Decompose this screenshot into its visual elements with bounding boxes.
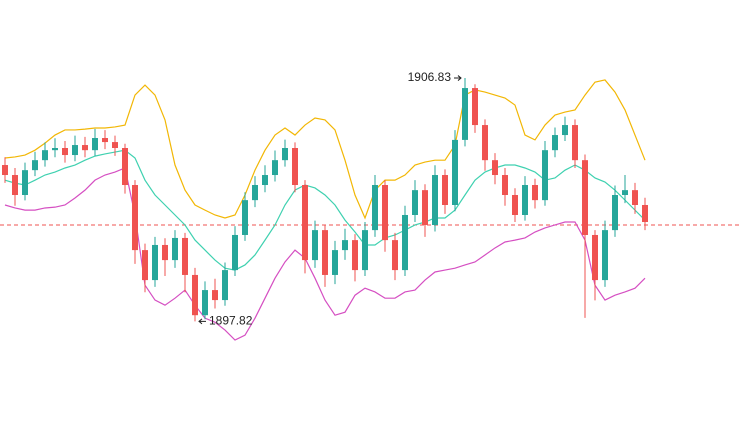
candle-body (312, 230, 318, 261)
candle-body (132, 185, 138, 251)
candle-body (42, 150, 48, 161)
candle-body (492, 160, 498, 176)
candle-body (642, 204, 648, 223)
candle-body (462, 88, 468, 140)
candle-body (242, 200, 248, 235)
candle-body (232, 234, 238, 271)
candle-body (92, 138, 98, 151)
candle-body (532, 185, 538, 201)
candle-body (222, 270, 228, 301)
band-line (4, 79, 646, 220)
candle-body (72, 145, 78, 156)
candle-body (622, 190, 628, 196)
candle-body (402, 214, 408, 271)
candle-body (562, 125, 568, 136)
candle-body (292, 148, 298, 186)
candle-body (382, 185, 388, 241)
candle-body (572, 125, 578, 161)
candle-body (552, 135, 558, 151)
candle-body (22, 170, 28, 196)
candle-body (472, 88, 478, 126)
candle-body (542, 150, 548, 201)
candle-body (392, 240, 398, 271)
candle-body (352, 240, 358, 271)
candle-body (412, 190, 418, 215)
candle-body (192, 274, 198, 316)
max-label: 1906.83 (408, 70, 452, 84)
candle-body (512, 195, 518, 215)
candle-body (422, 190, 428, 225)
candle-body (452, 139, 458, 205)
candle-body (12, 175, 18, 196)
band-line (4, 167, 646, 341)
candle-body (372, 185, 378, 231)
candle-body (102, 138, 108, 143)
candle-body (582, 160, 588, 235)
candle-body (252, 185, 258, 201)
candle-body (432, 175, 438, 225)
candle-body (2, 165, 8, 176)
band-line (4, 149, 646, 271)
candle-body (142, 250, 148, 281)
candle-body (362, 230, 368, 271)
candle-body (592, 234, 598, 281)
candle-body (52, 148, 58, 151)
candle-body (152, 244, 158, 281)
min-arrow (198, 318, 206, 325)
candle-body (212, 290, 218, 301)
candle-body (112, 142, 118, 149)
candle-body (32, 160, 38, 171)
candle-body (182, 237, 188, 275)
candle-body (302, 185, 308, 261)
max-arrow (454, 75, 462, 81)
candle-body (442, 175, 448, 205)
candle-body (502, 175, 508, 196)
candle-body (342, 240, 348, 251)
candle-body (262, 175, 268, 186)
candle-body (322, 230, 328, 275)
candle-body (632, 190, 638, 205)
candle-body (202, 290, 208, 316)
candle-body (522, 185, 528, 215)
candle-body (602, 230, 608, 281)
candle-body (332, 250, 338, 275)
candle-body (612, 195, 618, 231)
candle-body (82, 145, 88, 151)
candle-body (282, 148, 288, 161)
min-label: 1897.82 (209, 314, 253, 328)
candle-body (172, 237, 178, 261)
candle-body (162, 244, 168, 261)
candle-body (482, 125, 488, 161)
candle-body (62, 148, 68, 156)
candle-body (122, 148, 128, 186)
candle-body (272, 160, 278, 176)
